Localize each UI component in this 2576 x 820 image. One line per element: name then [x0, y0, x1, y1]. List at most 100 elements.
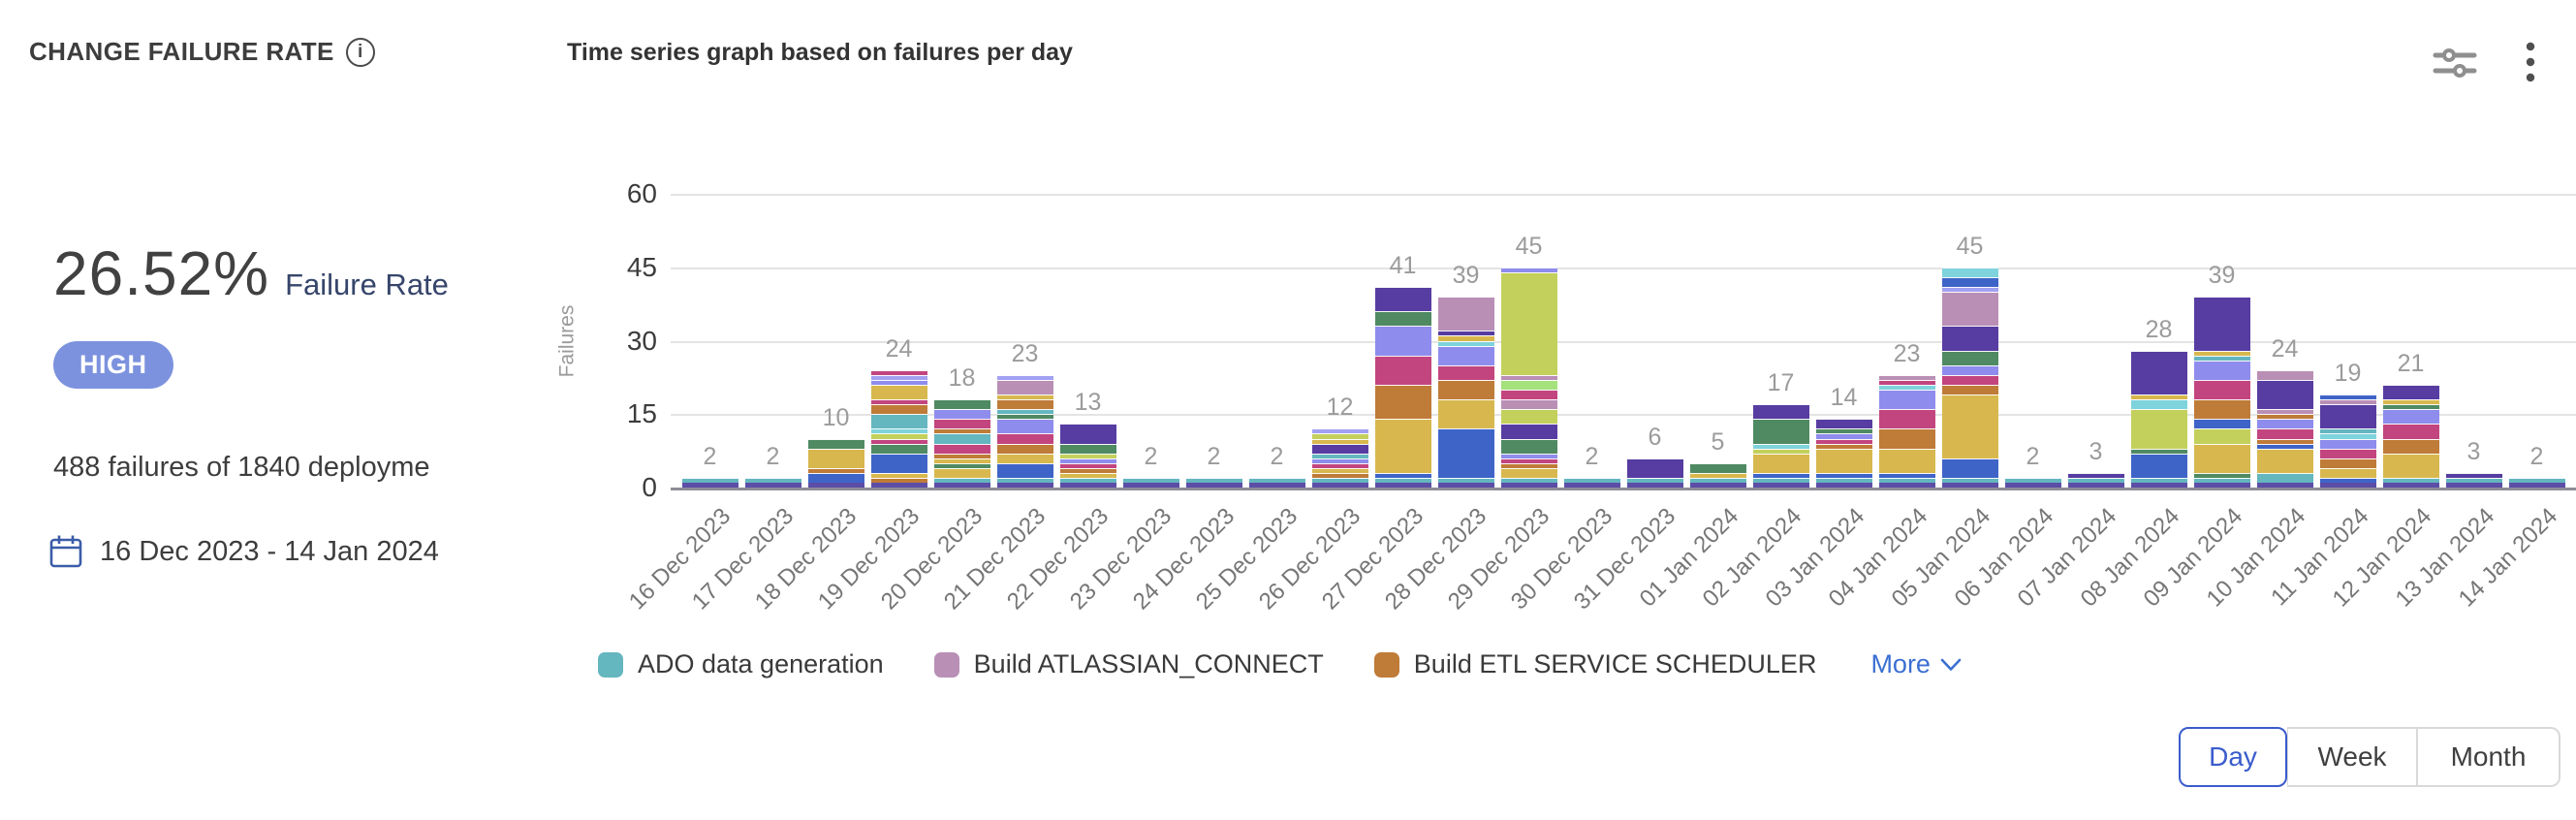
- bar-segment-teal[interactable]: [1563, 477, 1620, 483]
- bar-segment-periwinkle[interactable]: [2193, 360, 2250, 380]
- bar-segment-purple[interactable]: [1437, 482, 1494, 488]
- bar-segment-orange[interactable]: [2256, 414, 2313, 420]
- bar-02-jan-2024[interactable]: [1752, 404, 1809, 488]
- bar-segment-gold[interactable]: [870, 385, 927, 400]
- bar-segment-teal[interactable]: [2193, 477, 2250, 483]
- bar-10-jan-2024[interactable]: [2256, 369, 2313, 488]
- bar-segment-periwinkle[interactable]: [2256, 419, 2313, 429]
- bar-segment-purple[interactable]: [1815, 482, 1872, 488]
- bar-segment-darkpurple[interactable]: [1500, 424, 1557, 439]
- bar-segment-purple[interactable]: [1185, 482, 1242, 488]
- bar-segment-teal[interactable]: [1941, 477, 1998, 483]
- bar-17-dec-2023[interactable]: [744, 477, 801, 488]
- bar-segment-teal[interactable]: [870, 414, 927, 429]
- bar-segment-mauve[interactable]: [2319, 399, 2376, 405]
- bar-21-dec-2023[interactable]: [996, 374, 1053, 488]
- bar-segment-green[interactable]: [870, 443, 927, 454]
- bar-31-dec-2023[interactable]: [1626, 457, 1683, 488]
- bar-segment-mauve[interactable]: [1437, 297, 1494, 331]
- bar-segment-green[interactable]: [1500, 438, 1557, 454]
- bar-segment-lime[interactable]: [1311, 433, 1368, 439]
- bar-segment-periwinkle[interactable]: [1815, 433, 1872, 439]
- bar-segment-periwinkle[interactable]: [2319, 438, 2376, 449]
- bar-30-dec-2023[interactable]: [1563, 477, 1620, 488]
- bar-26-dec-2023[interactable]: [1311, 428, 1368, 488]
- bar-29-dec-2023[interactable]: [1500, 267, 1557, 488]
- bar-segment-darkpurple[interactable]: [1437, 331, 1494, 336]
- bar-segment-purple[interactable]: [1563, 482, 1620, 488]
- bar-segment-orange[interactable]: [2256, 438, 2313, 444]
- bar-segment-teal[interactable]: [1815, 477, 1872, 483]
- bar-segment-gold[interactable]: [996, 453, 1053, 463]
- bar-segment-gold[interactable]: [2130, 394, 2187, 400]
- bar-segment-periwinkle[interactable]: [870, 379, 927, 385]
- bar-segment-magenta[interactable]: [933, 443, 990, 454]
- bar-segment-orange[interactable]: [933, 453, 990, 458]
- bar-segment-teal[interactable]: [1311, 453, 1368, 458]
- bar-segment-periwinkle[interactable]: [1941, 364, 1998, 375]
- bar-segment-gold[interactable]: [1059, 472, 1116, 478]
- bar-segment-darkpurple[interactable]: [2382, 384, 2439, 400]
- bar-19-dec-2023[interactable]: [870, 369, 927, 488]
- bar-12-jan-2024[interactable]: [2382, 384, 2439, 488]
- bar-segment-lavender[interactable]: [870, 374, 927, 380]
- bar-segment-green[interactable]: [2382, 404, 2439, 410]
- bar-09-jan-2024[interactable]: [2193, 297, 2250, 488]
- bar-segment-orange[interactable]: [807, 467, 864, 473]
- bar-segment-green[interactable]: [1689, 462, 1746, 473]
- bar-16-dec-2023[interactable]: [681, 477, 738, 488]
- bar-segment-orange[interactable]: [1941, 384, 1998, 395]
- bar-segment-purple[interactable]: [2130, 482, 2187, 488]
- bar-segment-purple[interactable]: [1059, 482, 1116, 488]
- info-icon[interactable]: i: [345, 37, 375, 67]
- bar-segment-lavender[interactable]: [1311, 428, 1368, 434]
- bar-segment-cyan[interactable]: [1941, 267, 1998, 277]
- bar-20-dec-2023[interactable]: [933, 399, 990, 488]
- bar-segment-gold[interactable]: [1878, 448, 1935, 473]
- toggle-week-button[interactable]: Week: [2287, 727, 2417, 787]
- bar-segment-darkpurple[interactable]: [1815, 419, 1872, 429]
- bar-04-jan-2024[interactable]: [1878, 374, 1935, 488]
- bar-segment-purple[interactable]: [1626, 482, 1683, 488]
- bar-segment-green[interactable]: [2130, 448, 2187, 454]
- bar-segment-cyan[interactable]: [2130, 399, 2187, 410]
- bar-segment-purple[interactable]: [2445, 482, 2502, 488]
- bar-segment-magenta[interactable]: [2382, 424, 2439, 439]
- bar-segment-orange[interactable]: [1374, 384, 1431, 420]
- bar-segment-periwinkle[interactable]: [1500, 267, 1557, 272]
- bar-segment-teal[interactable]: [996, 409, 1053, 415]
- bar-03-jan-2024[interactable]: [1815, 419, 1872, 488]
- bar-segment-gold[interactable]: [2319, 467, 2376, 478]
- bar-segment-darkpurple[interactable]: [1311, 443, 1368, 454]
- legend-item-2[interactable]: Build ETL SERVICE SCHEDULER: [1373, 649, 1816, 679]
- bar-segment-gold[interactable]: [2382, 453, 2439, 478]
- bar-segment-blue[interactable]: [1752, 472, 1809, 478]
- bar-segment-darkpurple[interactable]: [2193, 297, 2250, 351]
- bar-segment-magenta[interactable]: [870, 399, 927, 405]
- bar-segment-purple[interactable]: [2382, 482, 2439, 488]
- bar-segment-blue[interactable]: [1878, 472, 1935, 478]
- bar-segment-blue[interactable]: [2256, 443, 2313, 449]
- bar-segment-magenta[interactable]: [1815, 438, 1872, 444]
- bar-segment-periwinkle[interactable]: [933, 409, 990, 420]
- bar-segment-lime[interactable]: [870, 433, 927, 439]
- bar-segment-purple[interactable]: [933, 482, 990, 488]
- bar-segment-purple[interactable]: [870, 482, 927, 488]
- bar-segment-green[interactable]: [1059, 443, 1116, 454]
- bar-segment-teal[interactable]: [2004, 477, 2061, 483]
- bar-segment-green[interactable]: [807, 438, 864, 449]
- bar-segment-mauve[interactable]: [2256, 369, 2313, 380]
- bar-segment-darkpurple[interactable]: [1374, 286, 1431, 312]
- bar-segment-gold[interactable]: [1437, 335, 1494, 341]
- bar-segment-teal[interactable]: [1626, 477, 1683, 483]
- bar-segment-purple[interactable]: [996, 482, 1053, 488]
- bar-segment-cyan[interactable]: [1437, 340, 1494, 346]
- bar-segment-teal[interactable]: [2508, 477, 2565, 483]
- bar-segment-orange[interactable]: [2193, 399, 2250, 420]
- toggle-day-button[interactable]: Day: [2179, 727, 2287, 787]
- bar-segment-gold[interactable]: [2193, 443, 2250, 473]
- bar-segment-gold[interactable]: [1311, 467, 1368, 473]
- bar-segment-teal[interactable]: [1878, 477, 1935, 483]
- bar-segment-teal[interactable]: [1374, 477, 1431, 483]
- bar-segment-magenta[interactable]: [2319, 448, 2376, 458]
